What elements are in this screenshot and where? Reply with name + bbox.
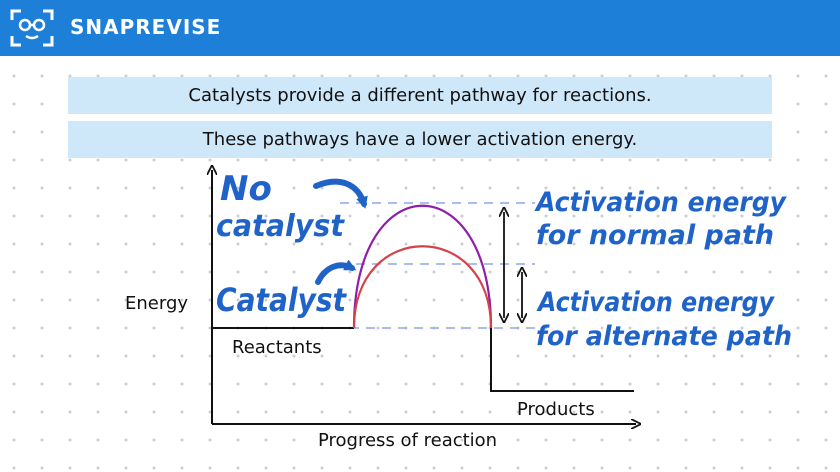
- banner-catalyst-pathway: Catalysts provide a different pathway fo…: [68, 77, 772, 114]
- face-glasses-icon: [10, 9, 54, 47]
- header-bar: SNAPREVISE: [0, 0, 840, 56]
- catalyst-curve: [352, 245, 493, 329]
- no-catalyst-curve: [352, 204, 493, 329]
- banner-lower-activation: These pathways have a lower activation e…: [68, 121, 772, 158]
- activation-normal-label-line1: Activation energy: [534, 187, 787, 218]
- products-label: Products: [517, 399, 595, 420]
- products-level-line: [490, 328, 634, 392]
- catalyst-pointer-arrow: [315, 259, 357, 285]
- activation-alternate-label-line1: Activation energy: [536, 287, 775, 318]
- no-catalyst-label-line2: catalyst: [216, 209, 346, 244]
- activation-normal-label-line2: for normal path: [536, 220, 774, 251]
- no-catalyst-pointer-arrow: [313, 178, 368, 209]
- brand-name: SNAPREVISE: [70, 15, 222, 39]
- y-axis-label: Energy: [125, 293, 188, 314]
- reactants-label: Reactants: [232, 337, 322, 358]
- no-catalyst-label-line1: No: [220, 169, 272, 209]
- x-axis-label: Progress of reaction: [318, 430, 497, 451]
- catalyst-label: Catalyst: [216, 281, 347, 319]
- activation-alternate-label-line2: for alternate path: [536, 321, 792, 352]
